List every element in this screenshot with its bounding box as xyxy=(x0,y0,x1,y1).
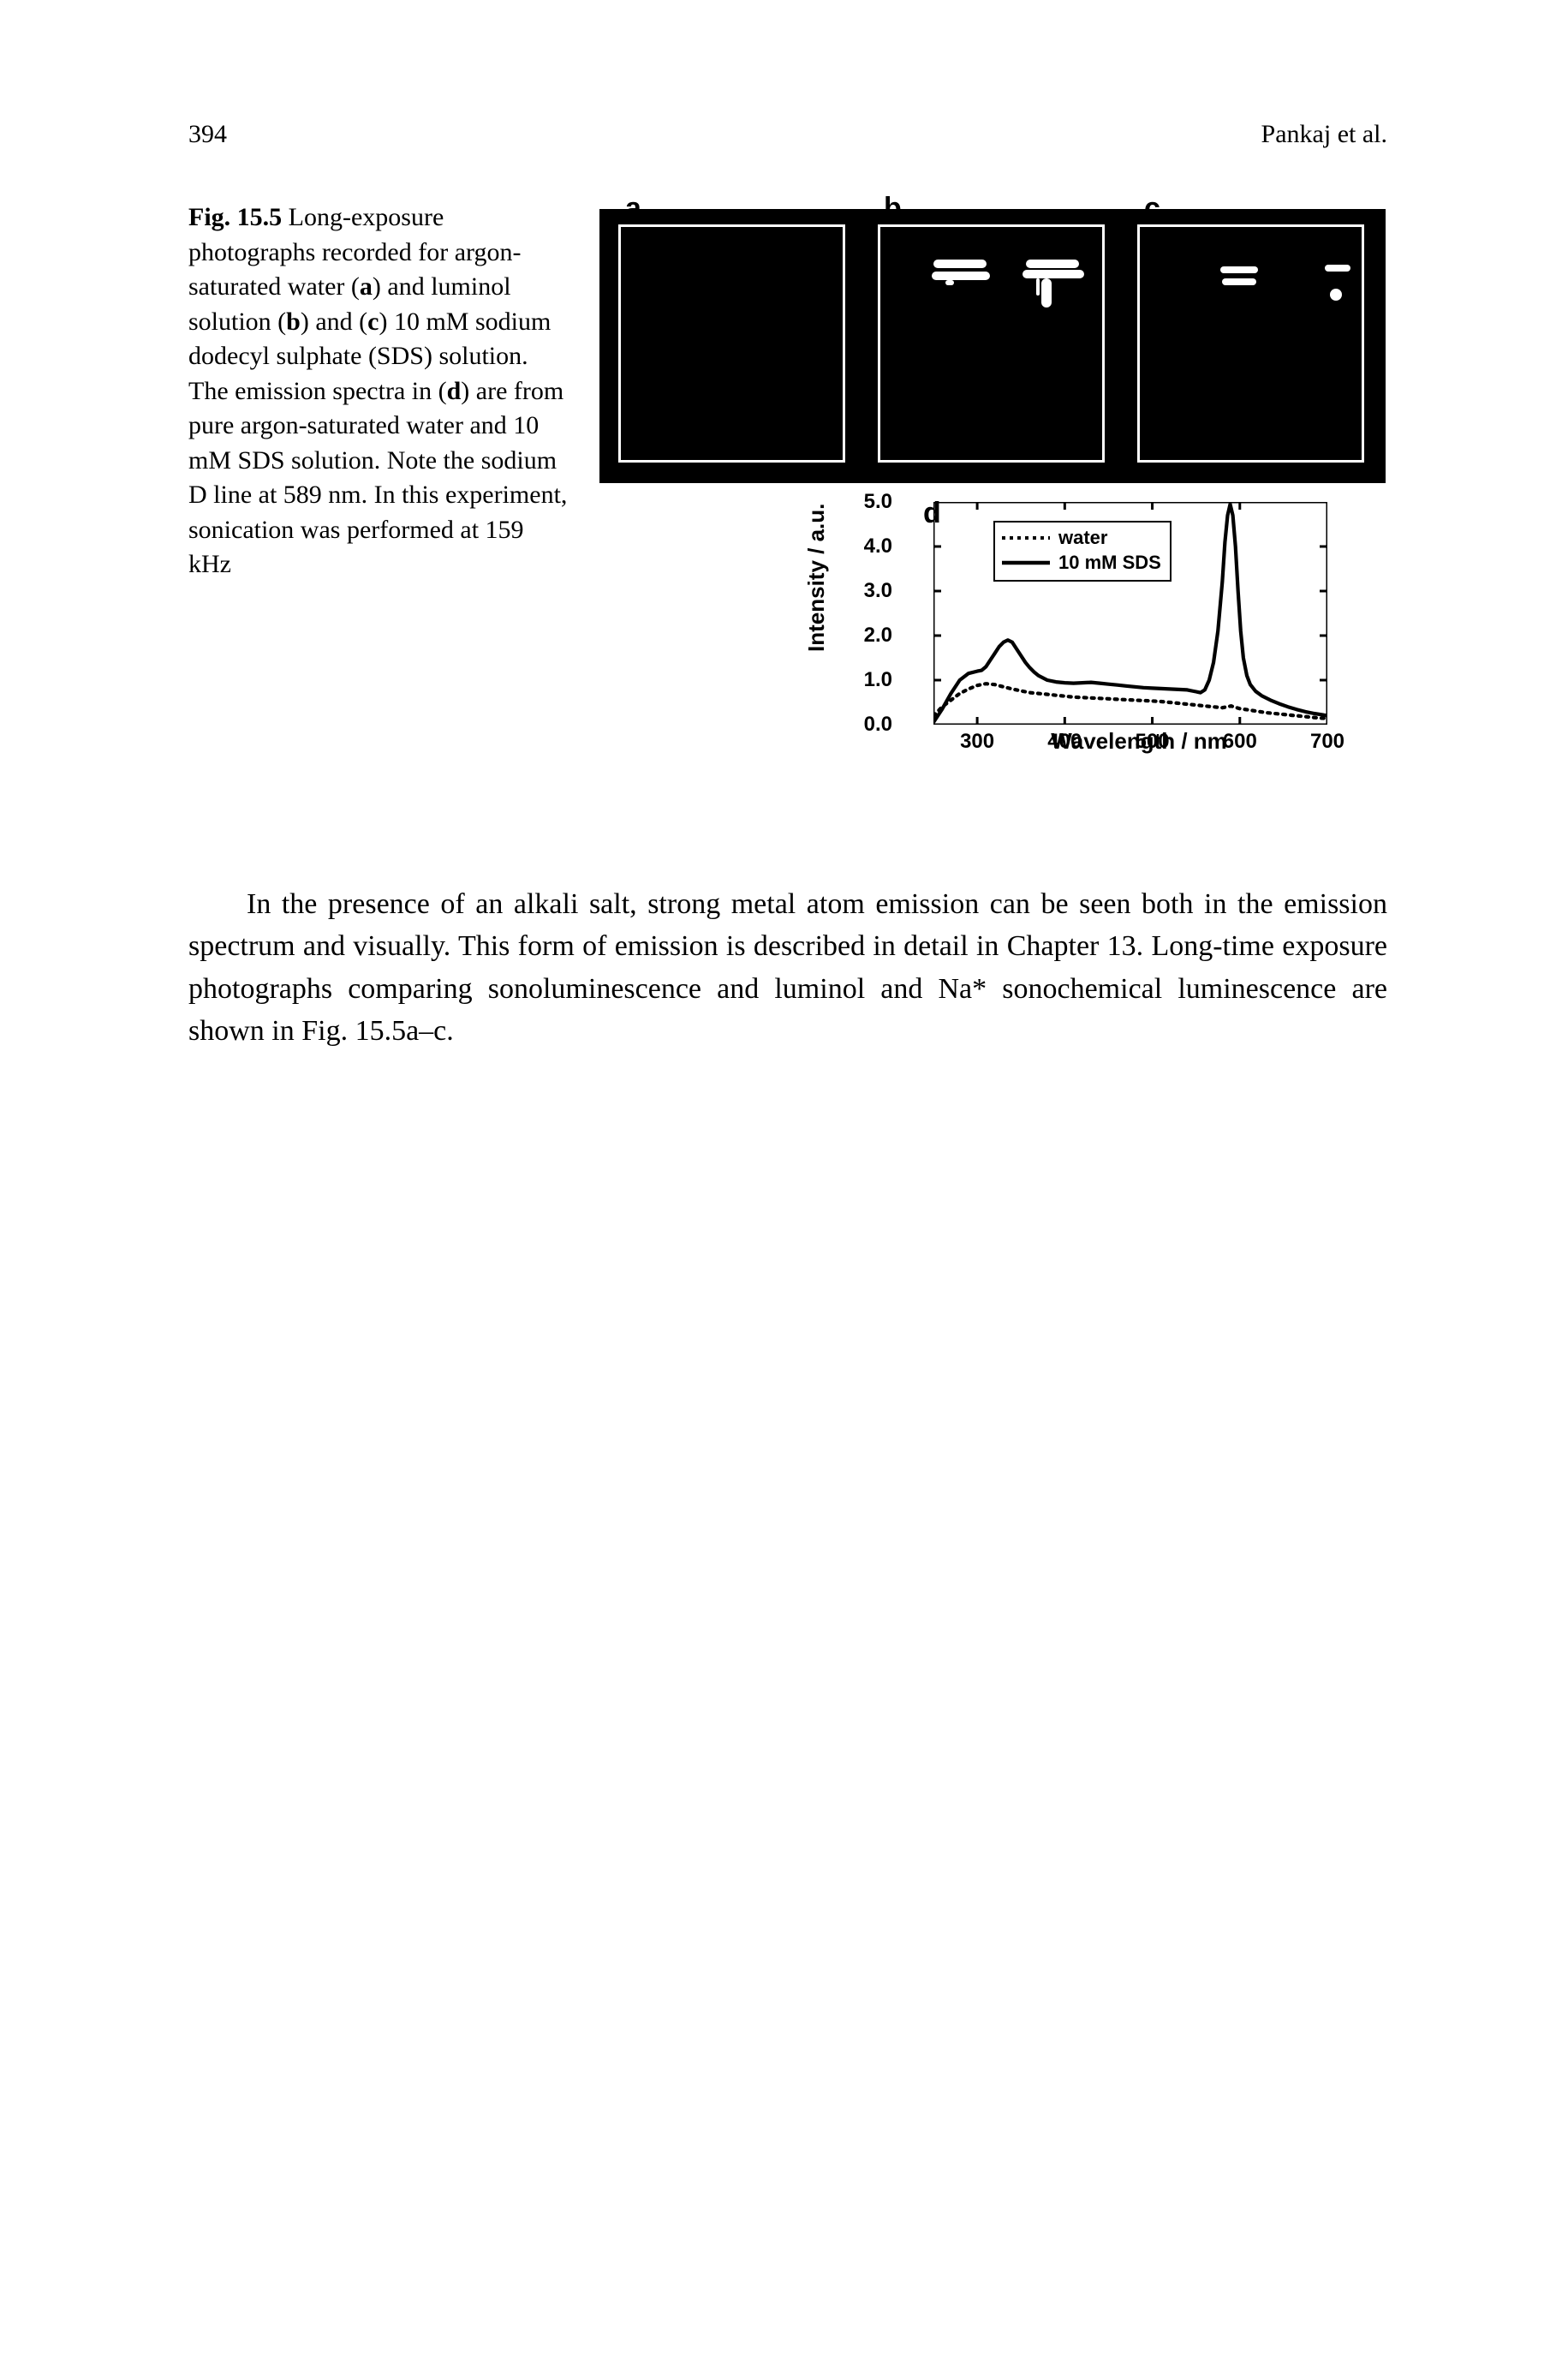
caption-text: ) are from pure argon-saturated water an… xyxy=(188,377,567,579)
legend-label-sds: 10 mM SDS xyxy=(1058,551,1161,576)
panel-a xyxy=(618,224,845,463)
figure-block: a b c a b c d Intensity xyxy=(599,200,1387,755)
panel-b xyxy=(878,224,1105,463)
running-header: 394 Pankaj et al. xyxy=(188,120,1387,149)
panel-a-letter-vis: a xyxy=(625,192,641,225)
figure-label: Fig. 15.5 xyxy=(188,203,282,231)
caption-bold-a: a xyxy=(360,272,373,301)
panel-b-image xyxy=(880,227,1102,460)
running-head-author: Pankaj et al. xyxy=(1261,120,1387,149)
panel-c-image xyxy=(1140,227,1362,460)
legend-item-water: water xyxy=(1002,526,1161,551)
caption-text: ) and ( xyxy=(301,308,367,336)
caption-bold-d: d xyxy=(447,377,462,405)
emission-spectrum-chart: 0.01.02.03.04.05.0 water xyxy=(933,502,1327,725)
caption-bold-b: b xyxy=(286,308,301,336)
legend-item-sds: 10 mM SDS xyxy=(1002,551,1161,576)
page-number: 394 xyxy=(188,120,227,149)
body-paragraph: In the presence of an alkali salt, stron… xyxy=(188,883,1387,1052)
chart-block: d Intensity / a.u. 0.01.02.03.04.05.0 wa… xyxy=(814,502,1344,755)
panel-a-image xyxy=(621,227,843,460)
chart-legend: water 10 mM SDS xyxy=(993,521,1172,582)
legend-swatch-solid xyxy=(1002,557,1050,569)
panel-b-letter-vis: b xyxy=(884,192,902,225)
panel-c xyxy=(1137,224,1364,463)
chart-y-axis-label: Intensity / a.u. xyxy=(803,504,830,652)
panel-c-letter-vis: c xyxy=(1144,192,1160,225)
legend-label-water: water xyxy=(1058,526,1107,551)
legend-swatch-dotted xyxy=(1002,532,1050,544)
photo-panels: a b c a b c xyxy=(599,200,1386,483)
figure-caption: Fig. 15.5 Long-exposure photographs reco… xyxy=(188,200,569,582)
caption-bold-c: c xyxy=(367,308,379,336)
body-p1: In the presence of an alkali salt, stron… xyxy=(188,883,1387,1052)
